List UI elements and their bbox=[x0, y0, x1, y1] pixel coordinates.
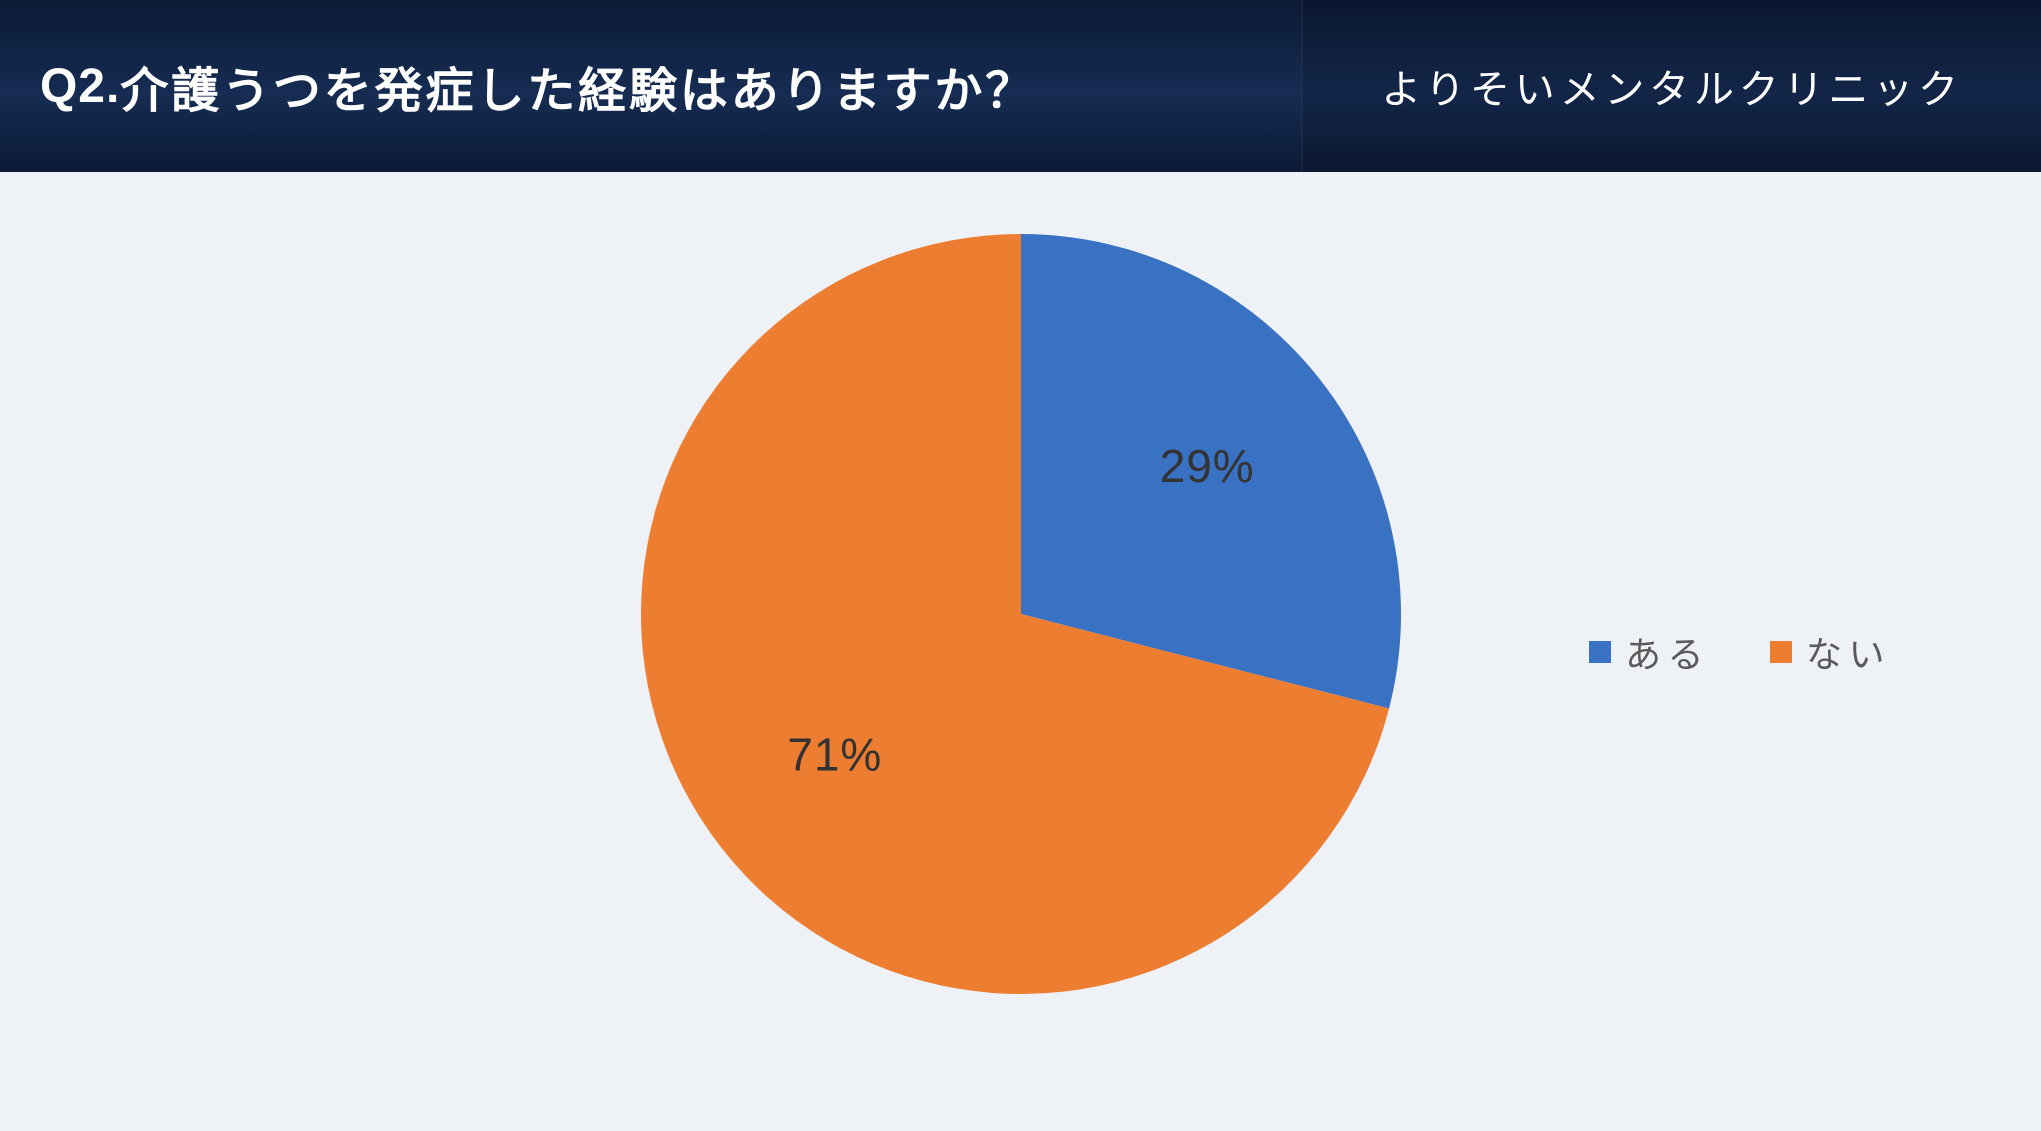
question-text: 介護うつを発症した経験はありますか？ bbox=[120, 51, 1036, 121]
slide: Q2. 介護うつを発症した経験はありますか？ よりそいメンタルクリニック 29%… bbox=[0, 0, 2041, 1131]
header: Q2. 介護うつを発症した経験はありますか？ よりそいメンタルクリニック bbox=[0, 0, 2041, 172]
pie-chart: 29% 71% bbox=[637, 230, 1405, 998]
brand-name: よりそいメンタルクリニック bbox=[1381, 57, 1963, 115]
content-area: 29% 71% ある ない bbox=[0, 172, 2041, 1131]
legend: ある ない bbox=[1589, 626, 1891, 678]
pie-slice-label: 29% bbox=[1159, 440, 1254, 492]
header-left: Q2. 介護うつを発症した経験はありますか？ bbox=[0, 0, 1301, 172]
legend-item: ある bbox=[1589, 626, 1710, 678]
pie-chart-container: 29% 71% bbox=[637, 230, 1405, 998]
legend-swatch bbox=[1589, 641, 1611, 663]
legend-item: ない bbox=[1770, 626, 1891, 678]
legend-swatch bbox=[1770, 641, 1792, 663]
legend-label: ない bbox=[1806, 626, 1891, 678]
legend-label: ある bbox=[1625, 626, 1710, 678]
pie-slice-label: 71% bbox=[787, 729, 882, 781]
question-prefix: Q2. bbox=[40, 59, 120, 114]
header-right: よりそいメンタルクリニック bbox=[1301, 0, 2041, 172]
